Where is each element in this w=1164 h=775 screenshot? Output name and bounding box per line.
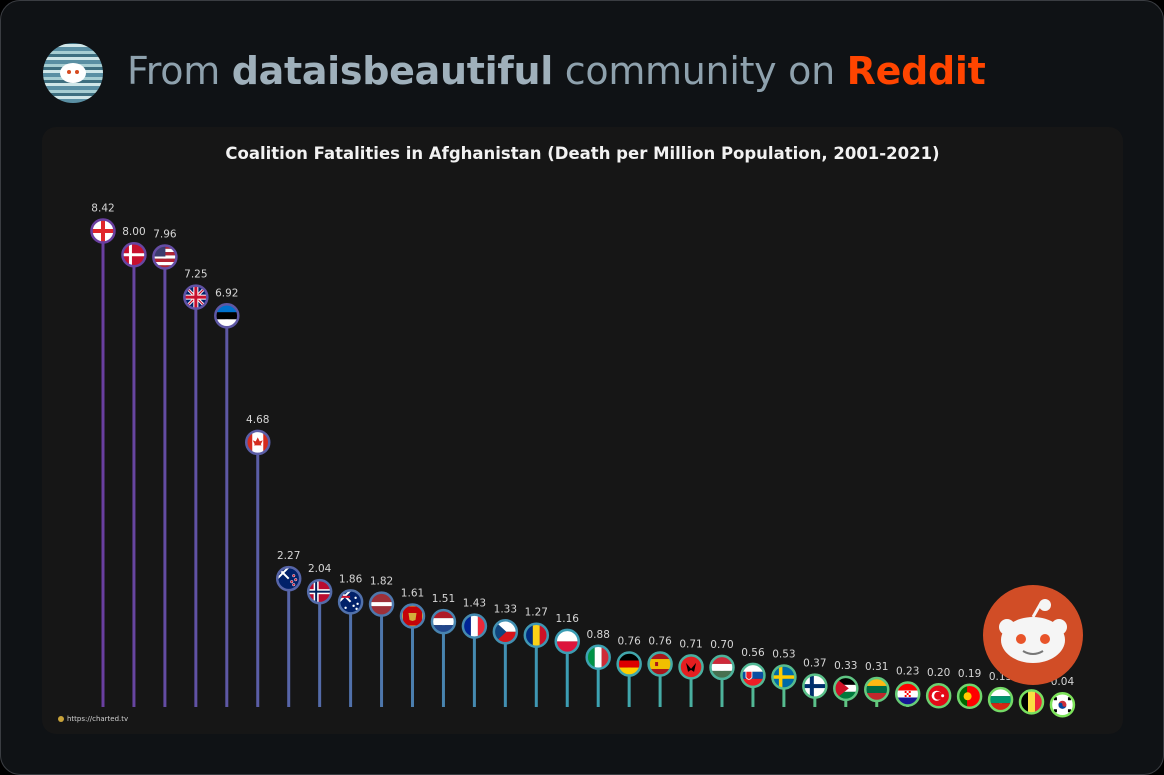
flag-marker-romania[interactable] [523, 622, 550, 648]
flag-marker-belgium[interactable] [1018, 689, 1045, 715]
flag-marker-germany[interactable] [616, 651, 642, 677]
flag-marker-sweden[interactable] [771, 664, 797, 690]
flag-marker-south-korea[interactable] [1049, 691, 1076, 718]
value-label-lithuania: 0.31 [865, 661, 888, 673]
value-label-portugal: 0.19 [958, 668, 981, 680]
flag-marker-portugal[interactable] [956, 683, 983, 710]
value-label-turkey: 0.20 [927, 667, 950, 679]
value-label-latvia: 1.82 [370, 576, 393, 588]
platform-name[interactable]: Reddit [846, 49, 986, 93]
flag-marker-jordan[interactable] [833, 675, 859, 702]
flag-marker-slovakia[interactable] [740, 662, 766, 689]
flag-marker-hungary[interactable] [709, 654, 735, 681]
header-title: From dataisbeautiful community on Reddit [127, 49, 986, 93]
flag-marker-montenegro[interactable] [399, 603, 426, 629]
flag-marker-united-states[interactable] [152, 244, 178, 270]
header-middle: community on [564, 49, 835, 93]
value-label-new-zealand: 2.27 [277, 550, 300, 562]
value-label-croatia: 0.23 [896, 665, 919, 677]
flag-marker-latvia[interactable] [368, 591, 395, 617]
value-label-poland: 1.16 [556, 613, 580, 625]
lollipop-chart: 8.42 8.00 7.96 7.25 6.92 4.68 2.27 2.04 1.86 1.82… [90, 203, 1076, 718]
flag-marker-norway[interactable] [306, 578, 333, 605]
flag-marker-poland[interactable] [554, 628, 580, 655]
flag-marker-czech-republic[interactable] [492, 619, 519, 645]
value-label-spain: 0.76 [648, 636, 672, 648]
flag-marker-bulgaria[interactable] [987, 686, 1014, 713]
flag-marker-georgia[interactable] [90, 218, 116, 244]
value-label-france: 1.43 [463, 598, 486, 610]
flag-marker-croatia[interactable] [894, 681, 921, 707]
header-prefix: From [127, 49, 220, 93]
value-label-australia: 1.86 [339, 573, 363, 585]
value-label-united-states: 7.96 [153, 229, 177, 241]
value-label-denmark: 8.00 [122, 226, 145, 238]
flag-marker-denmark[interactable] [121, 241, 147, 268]
flag-marker-australia[interactable] [337, 589, 364, 615]
value-label-norway: 2.04 [308, 563, 332, 575]
value-label-germany: 0.76 [617, 636, 641, 648]
flag-marker-estonia[interactable] [214, 303, 240, 329]
value-label-south-korea: 0.04 [1051, 676, 1075, 688]
flag-marker-italy[interactable] [585, 644, 611, 671]
value-label-estonia: 6.92 [215, 287, 238, 299]
flag-marker-united-kingdom[interactable] [183, 284, 209, 310]
value-label-netherlands: 1.51 [432, 593, 455, 605]
chart-card: Coalition Fatalities in Afghanistan (Dea… [42, 127, 1123, 734]
source-url: https://charted.tv [67, 715, 129, 723]
value-label-romania: 1.27 [525, 607, 548, 619]
flag-marker-albania[interactable] [678, 654, 704, 680]
flag-marker-lithuania[interactable] [864, 676, 890, 703]
value-label-slovakia: 0.56 [741, 647, 765, 659]
flag-marker-france[interactable] [461, 613, 488, 639]
source-logo-icon [58, 716, 64, 722]
snoo-icon [60, 63, 86, 83]
value-label-georgia: 8.42 [91, 203, 114, 215]
source-credit[interactable]: https://charted.tv [58, 715, 128, 723]
flag-marker-finland[interactable] [802, 673, 828, 699]
flag-marker-spain[interactable] [647, 651, 673, 677]
reddit-snoo-badge-icon [983, 585, 1083, 685]
flag-marker-new-zealand[interactable] [275, 565, 302, 592]
value-label-czech-republic: 1.33 [494, 603, 517, 615]
value-label-canada: 4.68 [246, 414, 269, 426]
flag-marker-netherlands[interactable] [430, 608, 457, 635]
flag-marker-canada[interactable] [245, 429, 271, 456]
value-label-jordan: 0.33 [834, 660, 857, 672]
value-label-sweden: 0.53 [772, 649, 795, 661]
chart-title: Coalition Fatalities in Afghanistan (Dea… [225, 144, 940, 163]
value-label-finland: 0.37 [803, 658, 826, 670]
value-label-montenegro: 1.61 [401, 587, 424, 599]
flag-marker-turkey[interactable] [925, 682, 952, 709]
value-label-united-kingdom: 7.25 [184, 269, 207, 281]
community-avatar[interactable] [43, 43, 103, 103]
community-name[interactable]: dataisbeautiful [231, 49, 554, 93]
value-label-albania: 0.71 [679, 638, 702, 650]
value-label-italy: 0.88 [587, 629, 610, 641]
value-label-hungary: 0.70 [710, 639, 733, 651]
